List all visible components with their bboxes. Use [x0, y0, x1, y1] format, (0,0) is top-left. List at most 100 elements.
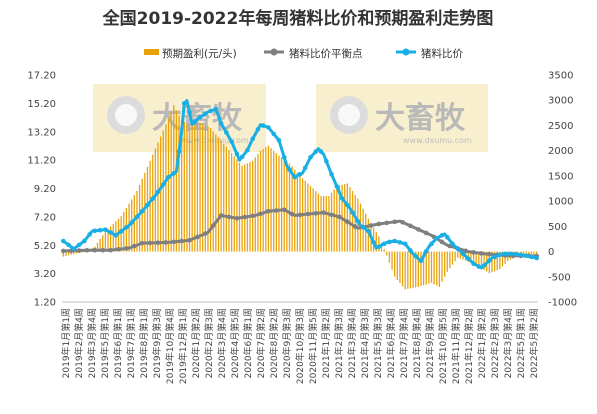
data-point	[339, 196, 345, 201]
data-point	[355, 218, 361, 224]
profit-bar	[491, 251, 493, 273]
data-point	[210, 223, 216, 228]
profit-bar	[493, 251, 496, 272]
profit-bar	[278, 155, 280, 252]
profit-bar	[354, 194, 356, 252]
data-point	[266, 125, 271, 130]
data-point	[226, 214, 232, 220]
x-tick-label: 2021年8月第4周	[411, 308, 423, 378]
data-point	[224, 130, 229, 135]
profit-bar	[202, 124, 204, 252]
data-point	[145, 202, 150, 208]
data-point	[87, 232, 92, 237]
data-point	[171, 239, 177, 245]
data-point	[460, 251, 466, 257]
watermark-site-left: www.dxumu.com	[180, 136, 249, 145]
x-tick-label: 2019年10月第4周	[164, 308, 176, 384]
profit-bar	[317, 193, 320, 252]
data-point	[313, 149, 319, 154]
data-point	[118, 229, 124, 234]
data-point	[82, 238, 87, 244]
profit-bar	[225, 146, 228, 252]
profit-bar	[430, 251, 433, 283]
data-point	[160, 182, 166, 187]
data-point	[134, 214, 140, 220]
profit-bar	[320, 196, 322, 252]
profit-bar	[349, 187, 351, 252]
data-point	[534, 255, 539, 261]
data-point	[116, 247, 121, 252]
legend-swatch-profit	[144, 49, 159, 55]
data-point	[434, 235, 440, 241]
data-point	[129, 220, 134, 225]
profit-bar	[388, 251, 391, 263]
data-point	[392, 219, 397, 225]
data-point	[466, 256, 471, 262]
legend-marker-balance	[270, 48, 278, 56]
profit-bar	[480, 251, 483, 269]
profit-bar	[112, 223, 114, 252]
x-tick-label: 2019年3月第4周	[86, 308, 98, 378]
data-point	[329, 212, 334, 218]
left-tick-label: 3.20	[34, 269, 56, 280]
data-point	[197, 114, 203, 120]
profit-bar	[154, 148, 157, 252]
data-point	[281, 207, 287, 213]
profit-bar	[254, 157, 256, 252]
x-tick-label: 2022年1月第2周	[476, 308, 488, 378]
legend-label-ratio: 猪料比价	[421, 47, 463, 60]
x-tick-label: 2020年7月第2周	[255, 308, 267, 378]
data-point	[203, 231, 208, 236]
data-point	[313, 211, 319, 216]
profit-bar	[296, 172, 299, 252]
profit-bar	[238, 162, 241, 252]
data-point	[471, 261, 476, 266]
data-point	[287, 167, 292, 172]
data-point	[208, 108, 213, 114]
data-point	[408, 248, 413, 253]
profit-bar	[223, 143, 225, 252]
data-point	[455, 246, 461, 252]
x-tick-label: 2019年2月第4周	[73, 308, 85, 378]
data-point	[444, 234, 450, 240]
profit-bar	[149, 160, 151, 252]
data-point	[292, 174, 298, 180]
data-point	[289, 211, 295, 217]
x-tick-label: 2021年7月第4周	[398, 308, 410, 378]
data-point	[187, 237, 192, 243]
left-tick-label: 17.20	[27, 71, 56, 82]
profit-bar	[199, 122, 201, 252]
profit-bar	[315, 191, 317, 252]
data-point	[302, 165, 308, 170]
right-tick-label: 500	[548, 222, 567, 233]
data-point	[92, 228, 98, 234]
profit-bar	[420, 251, 422, 287]
data-point	[308, 154, 313, 160]
data-point	[392, 238, 397, 244]
data-point	[266, 208, 271, 214]
profit-bar	[120, 216, 122, 252]
profit-bar	[217, 137, 220, 252]
data-point	[242, 214, 248, 220]
x-tick-label: 2019年8月第1周	[138, 308, 150, 378]
profit-bar	[501, 251, 504, 267]
profit-bar	[246, 163, 249, 252]
profit-bar	[267, 145, 270, 252]
data-point	[418, 258, 424, 264]
data-point	[397, 240, 403, 245]
left-axis: 1.20 3.20 5.20 7.20 9.20 11.20 13.20 15.20 17.20	[27, 71, 56, 309]
data-point	[271, 131, 277, 137]
data-point	[529, 254, 534, 260]
profit-bar	[457, 251, 459, 258]
data-point	[318, 149, 324, 154]
profit-bar	[107, 228, 109, 252]
profit-bar	[525, 251, 527, 256]
x-tick-label: 2021年1月第2周	[320, 308, 332, 378]
data-point	[66, 242, 71, 248]
data-point	[439, 233, 445, 238]
profit-bar	[136, 191, 138, 252]
profit-bar	[228, 150, 230, 252]
x-tick-label: 2019年7月第1周	[125, 308, 137, 378]
profit-bar	[257, 154, 259, 252]
